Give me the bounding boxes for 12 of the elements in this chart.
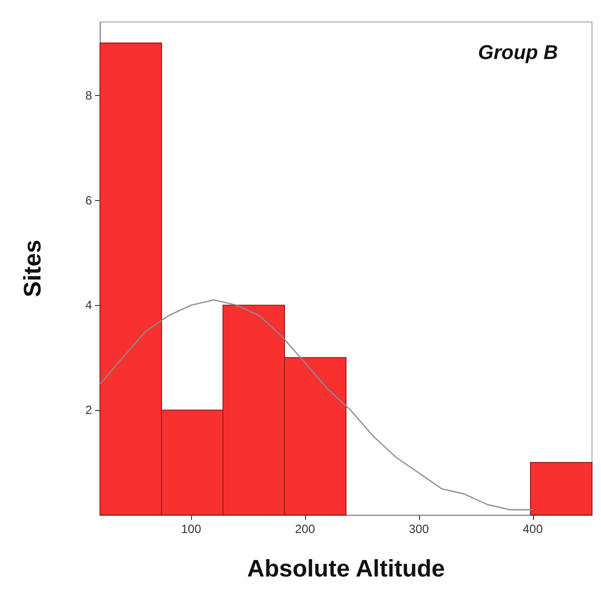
x-tick-label: 100 [181, 522, 202, 536]
y-tick-label: 8 [85, 88, 92, 102]
text: Group B [478, 42, 558, 64]
x-tick-label: 300 [408, 522, 430, 536]
y-axis-title: Sites [20, 240, 46, 298]
x-tick-label: 200 [294, 522, 316, 536]
line-series [99, 299, 534, 510]
x-tick-label: 400 [522, 522, 544, 536]
y-tick-label: 2 [85, 403, 92, 418]
y-tick-label: 4 [85, 298, 92, 312]
y-tick-label: 6 [85, 193, 92, 208]
x-axis-title: Absolute Altitude [247, 556, 445, 582]
